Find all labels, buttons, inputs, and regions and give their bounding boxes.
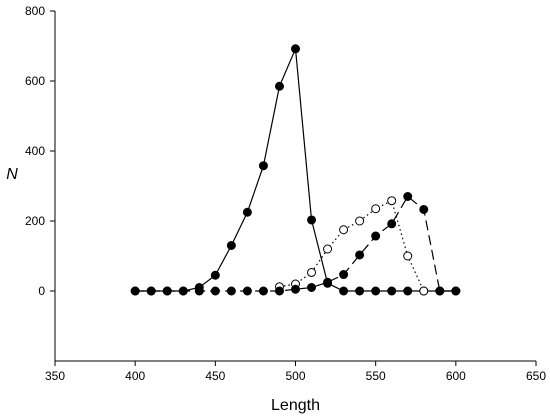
series-3-point xyxy=(258,286,268,296)
x-tick-label: 400 xyxy=(125,369,145,383)
series-1-point xyxy=(387,286,397,296)
series-3-point xyxy=(130,286,140,296)
y-tick-label: 600 xyxy=(25,74,45,88)
series-3-point xyxy=(210,286,220,296)
axes-layer: 350 400 450 500 550 600 650 0 200 400 600 800 xyxy=(25,4,546,383)
x-tick-label: 600 xyxy=(446,369,466,383)
series-1-point xyxy=(307,215,317,225)
series-1-point xyxy=(339,286,349,296)
series-1-point xyxy=(226,241,236,250)
series-3-point xyxy=(371,231,381,241)
series-3-point xyxy=(451,286,461,296)
x-axis-label: Length xyxy=(271,397,320,414)
y-tick-label: 0 xyxy=(38,284,45,298)
x-tick-label: 450 xyxy=(205,369,225,383)
series-3-point xyxy=(274,286,284,296)
series-2-point xyxy=(371,204,381,214)
series-3-point xyxy=(178,286,188,296)
series-1-point xyxy=(371,286,381,296)
series-2-point xyxy=(355,216,365,226)
series-3-point xyxy=(226,286,236,296)
y-axis-label: N xyxy=(6,166,18,183)
x-tick-label: 500 xyxy=(285,369,305,383)
series-2 xyxy=(274,196,429,296)
y-tick-label: 800 xyxy=(25,4,45,18)
series-2-point xyxy=(419,286,429,296)
series-1-point xyxy=(210,270,220,280)
series-3-point xyxy=(242,286,252,296)
series-3-point xyxy=(146,286,156,296)
series-2-point xyxy=(307,267,317,277)
series-3-point xyxy=(307,283,317,292)
series-3-point xyxy=(194,286,204,296)
series-3-point xyxy=(162,286,172,296)
series-3-point xyxy=(387,219,397,229)
series-3-line xyxy=(135,195,456,292)
series-3-point xyxy=(403,192,413,201)
series-2-point xyxy=(403,251,413,261)
series-1-point xyxy=(258,161,268,171)
series-1-point xyxy=(403,286,413,296)
series-3-point xyxy=(291,284,300,294)
x-tick-label: 350 xyxy=(45,369,65,383)
series-1-point xyxy=(291,44,300,54)
series-layer xyxy=(130,44,461,296)
series-2-point xyxy=(323,244,333,254)
series-3 xyxy=(130,192,461,296)
series-3-point xyxy=(419,204,429,214)
series-2-line xyxy=(279,199,425,292)
x-tick-label: 550 xyxy=(366,369,386,383)
series-3-point xyxy=(339,270,349,280)
y-tick-label: 400 xyxy=(25,144,45,158)
series-2-point xyxy=(339,225,349,235)
series-1-point xyxy=(274,81,284,91)
y-tick-label: 200 xyxy=(25,214,45,228)
series-1-point xyxy=(242,207,252,217)
series-2-point xyxy=(387,196,397,206)
series-3-point xyxy=(355,250,365,260)
series-3-point xyxy=(435,286,445,296)
series-3-point xyxy=(323,277,333,287)
x-tick-label: 650 xyxy=(526,369,546,383)
series-1-point xyxy=(355,286,365,296)
